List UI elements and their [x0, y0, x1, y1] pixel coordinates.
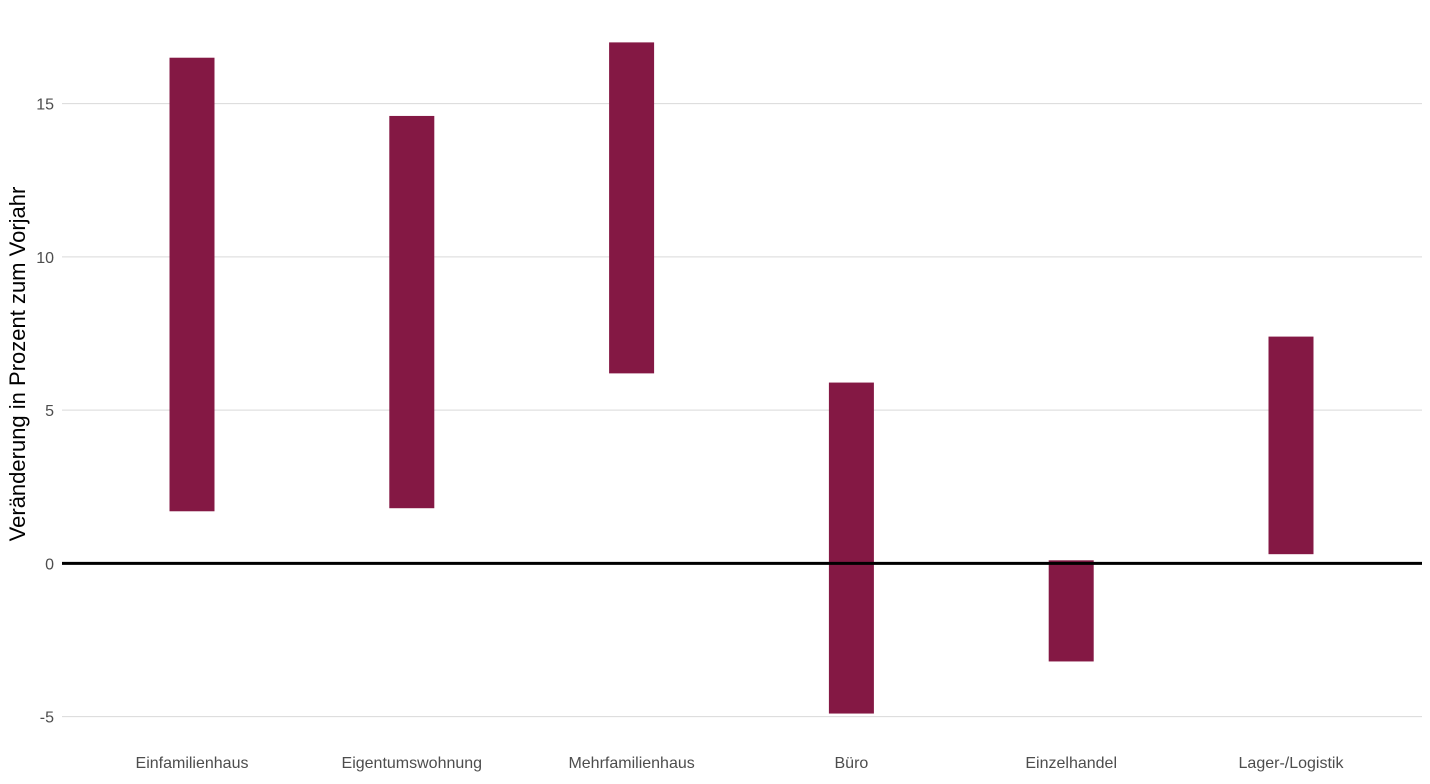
gridlines	[62, 103, 1422, 718]
y-tick-label: -5	[40, 710, 54, 727]
range-bar-einzelhandel	[1048, 560, 1094, 662]
range-bar-einfamilienhaus	[169, 57, 215, 512]
y-axis-title: Veränderung in Prozent zum Vorjahr	[5, 187, 30, 542]
x-tick-label: Büro	[835, 755, 869, 772]
bars	[169, 42, 1314, 714]
y-tick-label: 0	[45, 556, 54, 573]
range-bar-b-ro	[828, 382, 874, 714]
range-bar-lager-logistik	[1268, 336, 1314, 555]
range-bar-mehrfamilienhaus	[609, 42, 655, 374]
y-tick-label: 5	[45, 403, 54, 420]
range-bar-eigentumswohnung	[389, 115, 435, 509]
x-tick-label: Mehrfamilienhaus	[568, 755, 694, 772]
y-tick-label: 10	[36, 250, 54, 267]
y-axis-ticks: -5 0 5 10 15	[36, 97, 54, 727]
y-tick-label: 15	[36, 97, 54, 114]
x-tick-label: Einfamilienhaus	[136, 755, 249, 772]
x-tick-label: Lager-/Logistik	[1239, 755, 1345, 772]
x-tick-label: Eigentumswohnung	[342, 755, 483, 772]
x-axis-ticks: Einfamilienhaus Eigentumswohnung Mehrfamil…	[136, 755, 1345, 772]
x-tick-label: Einzelhandel	[1025, 755, 1117, 772]
